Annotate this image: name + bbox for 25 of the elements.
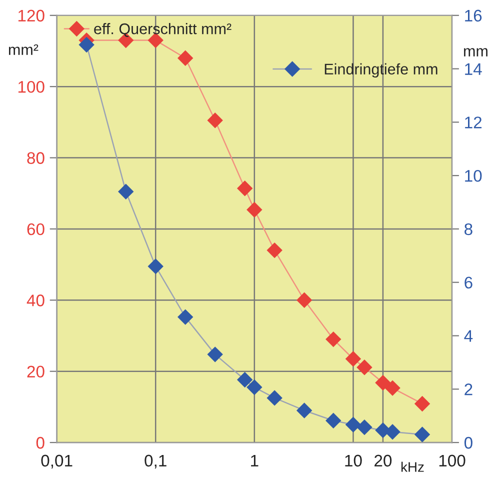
y-tick-label: 100: [18, 80, 44, 93]
x-tick-label: 0,01: [41, 454, 72, 469]
x-tick-label: 10: [345, 454, 362, 467]
y-axis-title: mm²: [8, 44, 38, 55]
y-tick-label: 20: [27, 366, 44, 378]
y2-tick-label: 2: [464, 384, 472, 396]
y2-axis-title: mm: [464, 48, 488, 56]
y-tick-label: 80: [27, 152, 44, 164]
y2-tick-label: 10: [465, 170, 482, 182]
y2-tick-label: 6: [464, 276, 472, 289]
y2-tick-label: 4: [464, 330, 473, 342]
y2-tick-label: 0: [464, 436, 472, 449]
y2-tick-label: 12: [465, 116, 482, 128]
x-tick-label: 100: [439, 454, 466, 467]
y2-tick-label: 16: [465, 10, 482, 22]
y-tick-label: 120: [18, 10, 44, 22]
x-tick-label: 20: [374, 454, 392, 467]
x-tick-label: 0,1: [144, 454, 166, 469]
y2-tick-label: 14: [465, 63, 482, 75]
y-tick-label: 0: [36, 436, 44, 449]
x-tick-label: 1: [251, 454, 258, 466]
y2-tick-label: 8: [464, 223, 472, 236]
y-tick-label: 60: [27, 223, 44, 236]
x-axis-title: kHz: [401, 462, 424, 472]
y-tick-label: 40: [26, 294, 44, 306]
